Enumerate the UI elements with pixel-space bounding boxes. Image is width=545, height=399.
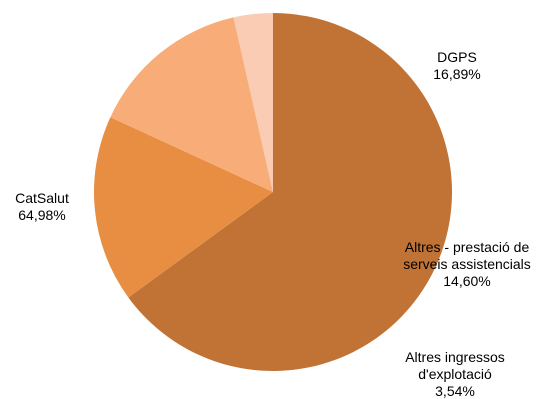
slice-value-label: 14,60%: [443, 273, 490, 289]
slice-category-label: CatSalut: [15, 190, 69, 206]
pie-slice-dgps: [93, 117, 273, 298]
slice-category-label: Altres - prestació de: [405, 239, 530, 255]
slice-value-label: 3,54%: [435, 383, 475, 399]
pie-slice-catsalut: [128, 13, 453, 372]
slice-labels: CatSalut 64,98% DGPS 16,89% Altres - prestac…: [15, 49, 531, 399]
slice-category-label: Altres ingressos: [405, 349, 505, 365]
pie-slice-altres-ingressos-d-explotacio: [233, 13, 273, 192]
slice-category-label: DGPS: [437, 49, 477, 65]
slice-label-altres-prestacio-de-serveis-assistencials: Altres - prestació de serveis assistencia…: [403, 239, 531, 289]
pie-slices: [93, 13, 453, 372]
slice-label-catsalut: CatSalut 64,98%: [15, 190, 69, 223]
slice-value-label: 16,89%: [433, 66, 480, 82]
slice-label-dgps: DGPS 16,89%: [433, 49, 480, 82]
slice-category-label: serveis assistencials: [403, 256, 531, 272]
slice-value-label: 64,98%: [18, 207, 65, 223]
pie-slice-altres-prestacio-de-serveis-assistencials: [110, 17, 273, 192]
slice-category-label: d'explotació: [418, 366, 492, 382]
slice-label-altres-ingressos-d-explotacio: Altres ingressos d'explotació 3,54%: [405, 349, 505, 399]
